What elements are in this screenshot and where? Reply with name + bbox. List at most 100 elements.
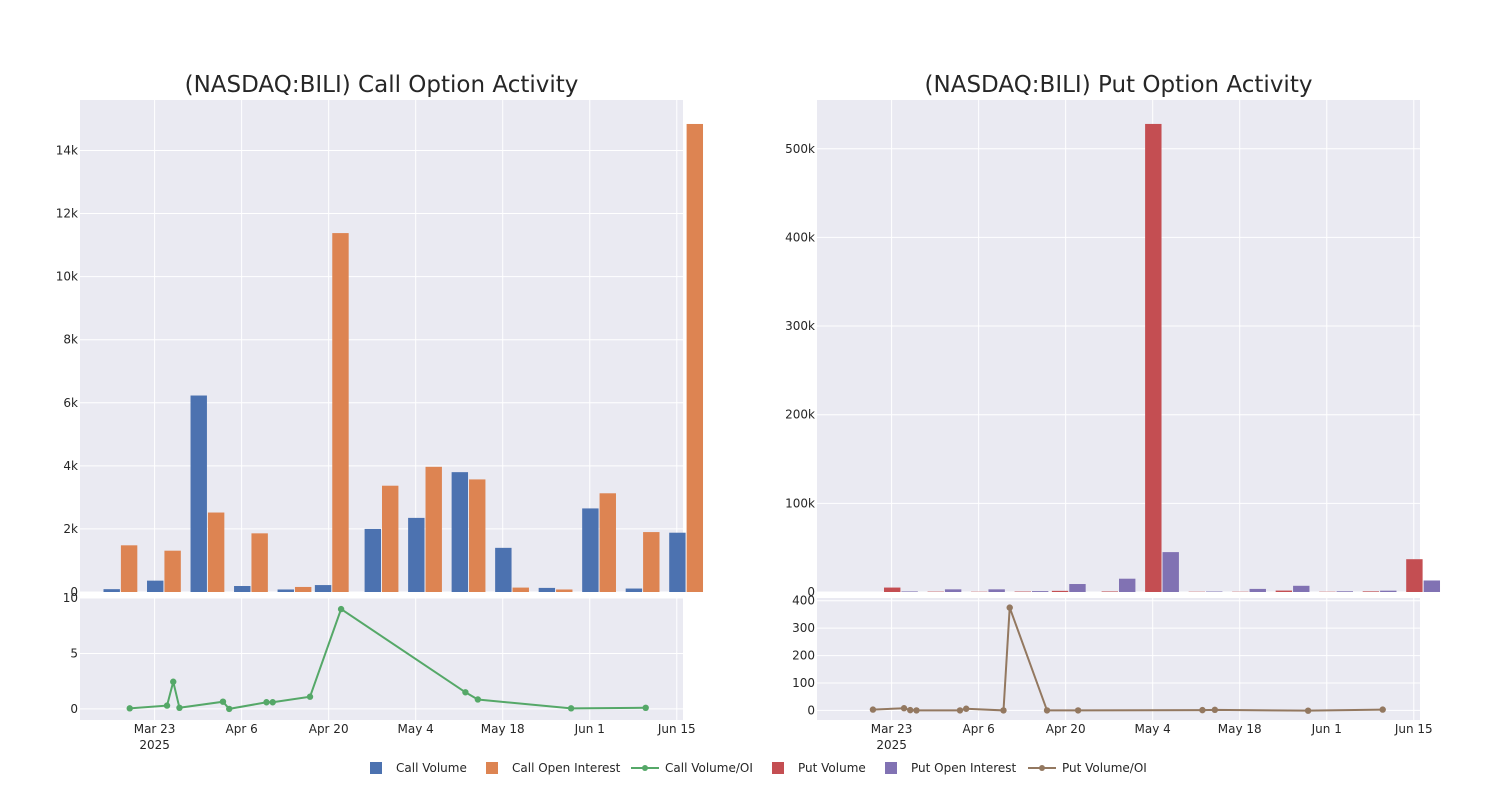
call-bar-call-volume [278,589,294,592]
call-bar-call-open-interest [513,588,529,592]
legend-item: Put Open Interest [885,761,1017,775]
put-bar-put-open-interest [1163,552,1179,592]
call-bar-call-volume [315,585,331,592]
call-bar-call-volume [191,396,207,592]
put-ratio-ytick-label: 100 [792,676,815,690]
call-xtick-label: May 4 [398,722,434,736]
legend-swatch [772,762,784,774]
call-chart-title: (NASDAQ:BILI) Call Option Activity [185,72,579,98]
call-bar-call-open-interest [600,493,616,592]
legend-label: Put Volume/OI [1062,761,1147,775]
put-bar-put-open-interest [1069,584,1085,592]
put-ratio-point [957,707,963,713]
put-bar-put-volume [884,588,900,592]
put-ratio-point [1212,707,1218,713]
call-ratio-point [127,705,133,711]
put-bar-put-volume [1406,559,1422,592]
legend-item: Put Volume/OI [1028,761,1147,775]
put-bar-put-open-interest [901,591,917,592]
legend-label: Call Volume [396,761,467,775]
call-bar-call-open-interest [687,124,703,592]
put-ratio-point [913,707,919,713]
legend-label: Put Open Interest [911,761,1017,775]
call-xtick-year-label: 2025 [139,738,170,752]
put-ratio-point [963,706,969,712]
put-bar-put-open-interest [1337,591,1353,592]
put-bar-put-open-interest [988,589,1004,592]
call-ratio-ytick-label: 5 [70,646,78,660]
call-ratio-point [164,702,170,708]
call-ratio-plot-area [80,598,683,720]
call-ratio-point [226,706,232,712]
put-ratio-point [1044,707,1050,713]
call-ratio-ytick-label: 10 [63,591,78,605]
call-ratio-point [338,606,344,612]
legend-label: Call Open Interest [512,761,621,775]
put-ratio-point [1305,707,1311,713]
legend-item: Call Volume [370,761,467,775]
put-bar-put-open-interest [1380,591,1396,592]
put-bar-put-open-interest [945,589,961,592]
call-xtick-label: Apr 6 [226,722,258,736]
call-ratio-point [643,705,649,711]
put-ratio-point [901,705,907,711]
put-bar-ytick-label: 500k [785,142,815,156]
call-bar-call-volume [147,581,163,592]
legend-item: Call Open Interest [486,761,621,775]
call-bar-ytick-label: 10k [56,270,78,284]
put-bar-put-open-interest [1250,589,1266,592]
call-bar-call-volume [495,548,511,592]
call-bar-call-open-interest [556,589,572,592]
put-ratio-point [870,706,876,712]
put-bar-put-open-interest [1293,586,1309,592]
put-xtick-label: May 18 [1218,722,1262,736]
call-ratio-ytick-label: 0 [70,702,78,716]
put-bar-put-open-interest [1032,591,1048,592]
put-bar-plot-area [817,100,1420,592]
call-bar-call-volume [234,586,250,592]
call-bar-call-volume [539,588,555,592]
put-bar-ytick-label: 400k [785,230,815,244]
call-ratio-point [568,705,574,711]
call-ratio-point [462,689,468,695]
call-bar-call-volume [669,533,685,592]
put-xtick-year-label: 2025 [876,738,907,752]
call-bar-call-volume [582,508,598,592]
put-ratio-ytick-label: 0 [807,703,815,717]
call-bar-call-open-interest [332,233,348,592]
put-ratio-point [1380,706,1386,712]
call-bar-ytick-label: 4k [63,459,78,473]
put-bar-ytick-label: 300k [785,319,815,333]
call-bar-call-open-interest [382,486,398,592]
call-bar-ytick-label: 6k [63,396,78,410]
put-ratio-plot-area [817,598,1420,720]
figure-legend: Call Volume Call Open Interest Call Volume… [370,761,1147,775]
call-bar-call-volume [104,589,120,592]
put-ratio-point [1000,707,1006,713]
legend-item: Put Volume [772,761,866,775]
call-xtick-label: Jun 15 [657,722,696,736]
call-xtick-label: Apr 20 [309,722,349,736]
put-bar-put-volume [1276,591,1292,592]
call-xtick-label: May 18 [481,722,525,736]
put-xtick-label: Apr 20 [1046,722,1086,736]
put-xtick-label: Jun 1 [1311,722,1342,736]
call-bar-call-volume [408,518,424,592]
call-ratio-point [263,699,269,705]
call-bar-call-open-interest [164,551,180,592]
call-bar-call-open-interest [121,545,137,592]
call-bar-call-volume [452,472,468,592]
put-ratio-point [1199,707,1205,713]
put-ratio-point [1075,707,1081,713]
put-bar-put-open-interest [1119,579,1135,592]
call-bar-call-open-interest [295,587,311,592]
call-bar-ytick-label: 8k [63,333,78,347]
legend-label: Put Volume [798,761,866,775]
legend-label: Call Volume/OI [665,761,753,775]
put-xtick-label: Apr 6 [963,722,995,736]
call-bar-call-open-interest [426,467,442,592]
call-ratio-point [270,699,276,705]
